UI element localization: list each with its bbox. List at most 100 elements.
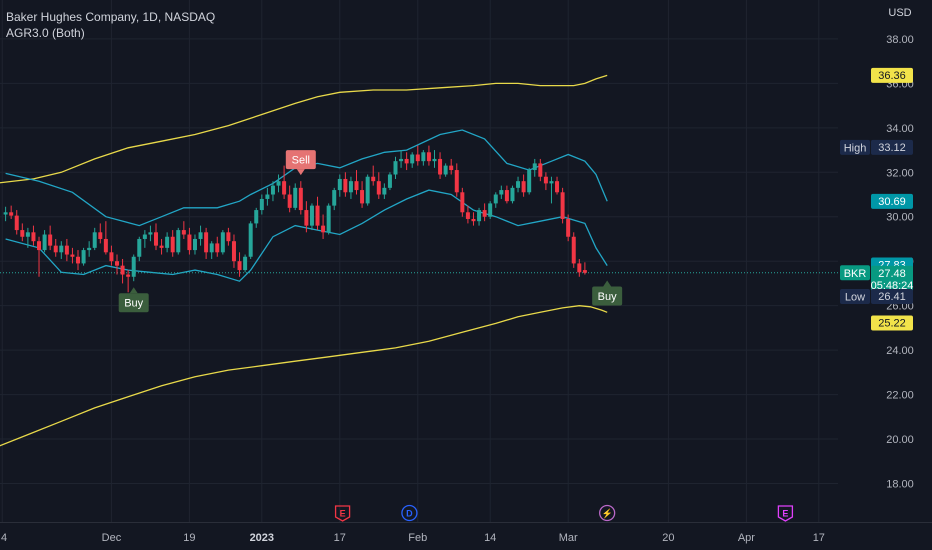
candle-body[interactable] [103,238,108,253]
candle-body[interactable] [410,154,415,164]
candle-body[interactable] [248,223,253,257]
candle-body[interactable] [287,194,292,208]
candle-body[interactable] [438,158,443,175]
candle-body[interactable] [87,247,92,251]
candle-body[interactable] [9,212,14,216]
candle-body[interactable] [365,176,370,204]
candle-body[interactable] [543,176,548,184]
candle-body[interactable] [465,212,470,219]
candle-body[interactable] [454,170,459,193]
candle-body[interactable] [215,243,220,253]
candle-body[interactable] [204,232,209,253]
candle-body[interactable] [92,232,97,248]
candle-body[interactable] [14,215,19,231]
candle-body[interactable] [237,261,242,271]
candle-body[interactable] [165,236,170,248]
candle-body[interactable] [321,225,326,233]
candle-body[interactable] [276,181,281,186]
candle-body[interactable] [192,238,197,251]
candle-body[interactable] [488,203,493,217]
candle-body[interactable] [76,256,81,264]
candle-body[interactable] [504,190,509,202]
candle-body[interactable] [70,254,75,257]
candle-body[interactable] [516,181,521,188]
candle-body[interactable] [332,190,337,206]
candle-body[interactable] [209,243,214,253]
candle-body[interactable] [326,205,331,233]
candle-body[interactable] [231,241,236,262]
candle-body[interactable] [348,181,353,193]
sell-signal-label[interactable] [285,150,316,170]
candle-body[interactable] [571,236,576,264]
earnings-icon[interactable] [777,505,794,522]
candle-body[interactable] [181,230,186,235]
candle-body[interactable] [499,190,504,195]
candle-body[interactable] [343,178,348,193]
candle-body[interactable] [527,170,532,193]
candle-body[interactable] [81,250,86,264]
candle-body[interactable] [282,181,287,195]
candle-body[interactable] [298,187,303,211]
candle-body[interactable] [482,210,487,217]
candle-body[interactable] [220,232,225,253]
candle-body[interactable] [421,152,426,162]
candle-body[interactable] [37,241,42,251]
candle-body[interactable] [59,245,64,253]
candle-body[interactable] [582,270,587,273]
buy-signal-label[interactable] [118,293,149,313]
candle-body[interactable] [371,176,376,182]
candle-body[interactable] [376,181,381,195]
candle-body[interactable] [337,178,342,191]
candle-body[interactable] [254,210,259,224]
candle-body[interactable] [187,234,192,251]
candle-body[interactable] [426,152,431,162]
candle-body[interactable] [3,212,8,215]
candle-body[interactable] [148,232,153,235]
candle-body[interactable] [549,181,554,184]
symbol-title[interactable]: Baker Hughes Company, 1D, NASDAQ [6,10,216,24]
candle-body[interactable] [153,232,158,246]
candle-body[interactable] [393,161,398,175]
candle-body[interactable] [53,245,58,253]
candle-body[interactable] [415,154,420,162]
candle-body[interactable] [471,218,476,222]
split-icon[interactable] [599,504,616,522]
indicator-label[interactable]: AGR3.0 (Both) [6,26,85,40]
candle-body[interactable] [142,234,147,239]
candle-body[interactable] [304,210,309,226]
candle-body[interactable] [25,232,30,237]
earnings-icon[interactable] [334,505,351,522]
candle-body[interactable] [315,205,320,226]
candle-body[interactable] [538,163,543,177]
candle-body[interactable] [243,256,248,271]
candle-body[interactable] [20,230,25,237]
candle-body[interactable] [382,187,387,195]
candle-body[interactable] [137,238,142,257]
candle-body[interactable] [126,274,131,277]
candle-body[interactable] [360,190,365,204]
candle-body[interactable] [64,245,69,255]
candle-body[interactable] [493,194,498,204]
candle-body[interactable] [532,163,537,171]
candle-body[interactable] [404,158,409,164]
candle-body[interactable] [399,158,404,162]
candle-body[interactable] [115,261,119,266]
candle-body[interactable] [577,263,582,273]
candle-body[interactable] [259,198,264,211]
candle-body[interactable] [131,256,136,277]
candle-body[interactable] [226,232,231,242]
candle-body[interactable] [31,232,36,242]
candle-body[interactable] [566,218,571,237]
candle-body[interactable] [309,205,314,226]
candle-body[interactable] [443,165,448,175]
candle-body[interactable] [176,230,181,253]
candle-body[interactable] [265,194,270,199]
buy-signal-label[interactable] [592,286,623,306]
candle-body[interactable] [477,210,482,222]
candle-body[interactable] [270,185,275,195]
candle-body[interactable] [42,234,47,251]
candle-body[interactable] [449,165,454,171]
candle-body[interactable] [354,181,359,191]
candle-body[interactable] [293,187,298,208]
